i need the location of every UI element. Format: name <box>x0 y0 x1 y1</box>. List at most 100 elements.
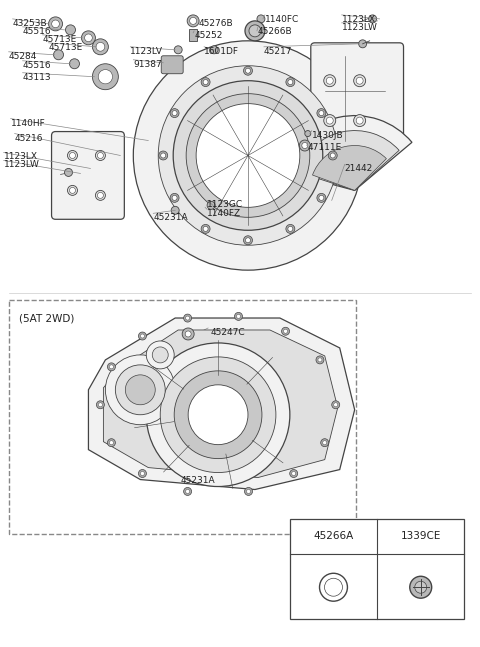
Text: 1123LX: 1123LX <box>4 153 38 162</box>
Circle shape <box>54 50 63 60</box>
Text: 1339CE: 1339CE <box>400 531 441 542</box>
Circle shape <box>196 104 300 207</box>
Circle shape <box>249 25 261 37</box>
Text: 45713E: 45713E <box>43 35 77 44</box>
Circle shape <box>170 109 179 118</box>
Circle shape <box>93 64 119 90</box>
Circle shape <box>184 487 192 496</box>
Text: 45516: 45516 <box>23 27 51 36</box>
Circle shape <box>244 487 252 496</box>
Circle shape <box>138 470 146 477</box>
Circle shape <box>203 226 208 232</box>
Circle shape <box>184 314 192 322</box>
Circle shape <box>109 441 113 444</box>
Circle shape <box>52 20 60 28</box>
Text: 1123LX: 1123LX <box>342 15 376 24</box>
Text: 1601DF: 1601DF <box>204 47 239 56</box>
Bar <box>290 520 464 619</box>
Polygon shape <box>88 318 355 490</box>
Text: 1123LW: 1123LW <box>342 23 378 32</box>
Circle shape <box>161 153 166 158</box>
Circle shape <box>286 225 295 234</box>
Circle shape <box>245 21 265 41</box>
Text: 45266B: 45266B <box>258 27 293 36</box>
Text: 21442: 21442 <box>345 164 373 173</box>
Circle shape <box>245 68 251 73</box>
Circle shape <box>97 153 103 159</box>
Circle shape <box>321 439 329 446</box>
Circle shape <box>247 489 251 494</box>
Circle shape <box>237 314 240 318</box>
Circle shape <box>68 186 77 195</box>
Circle shape <box>243 236 252 245</box>
Text: 43113: 43113 <box>23 72 51 82</box>
Text: 45231A: 45231A <box>180 476 215 485</box>
Circle shape <box>125 375 155 405</box>
Circle shape <box>70 59 80 69</box>
Circle shape <box>108 363 115 371</box>
Text: 45231A: 45231A <box>153 214 188 223</box>
Circle shape <box>319 111 324 116</box>
Circle shape <box>186 316 190 320</box>
Circle shape <box>317 193 326 203</box>
Text: 45247C: 45247C <box>210 328 245 337</box>
Circle shape <box>207 201 215 210</box>
Text: 45266A: 45266A <box>313 531 354 542</box>
Circle shape <box>332 400 340 409</box>
Circle shape <box>326 117 333 124</box>
Circle shape <box>203 80 208 85</box>
Circle shape <box>174 46 182 54</box>
Circle shape <box>354 115 366 127</box>
Circle shape <box>319 195 324 201</box>
Circle shape <box>98 70 112 84</box>
Circle shape <box>317 109 326 118</box>
Text: 1123GC: 1123GC <box>207 201 243 210</box>
Circle shape <box>359 40 367 48</box>
Circle shape <box>300 140 310 151</box>
Circle shape <box>65 25 75 35</box>
Circle shape <box>415 581 427 593</box>
Circle shape <box>170 193 179 203</box>
Text: 1140FZ: 1140FZ <box>207 210 241 218</box>
Circle shape <box>245 237 251 243</box>
FancyBboxPatch shape <box>311 43 404 151</box>
Circle shape <box>70 188 75 193</box>
Circle shape <box>369 15 377 23</box>
Circle shape <box>188 385 248 444</box>
Circle shape <box>354 74 366 87</box>
Text: 45713E: 45713E <box>48 43 83 52</box>
Wedge shape <box>298 131 399 190</box>
Circle shape <box>96 151 106 160</box>
Circle shape <box>152 347 168 363</box>
Circle shape <box>159 151 168 160</box>
Circle shape <box>141 334 144 338</box>
Circle shape <box>235 313 242 320</box>
Circle shape <box>160 357 276 472</box>
Circle shape <box>320 573 348 601</box>
Text: 1123LV: 1123LV <box>130 47 163 56</box>
Circle shape <box>316 356 324 364</box>
Circle shape <box>182 328 194 340</box>
Circle shape <box>186 94 310 217</box>
Circle shape <box>290 470 298 477</box>
Circle shape <box>282 327 289 335</box>
Circle shape <box>187 15 199 27</box>
Text: 47111E: 47111E <box>308 142 342 151</box>
Circle shape <box>186 489 190 494</box>
Circle shape <box>324 115 336 127</box>
Circle shape <box>146 341 174 369</box>
Circle shape <box>334 403 338 407</box>
Circle shape <box>115 365 165 415</box>
Text: 45252: 45252 <box>194 31 223 40</box>
Text: 45516: 45516 <box>23 61 51 70</box>
Circle shape <box>96 190 106 201</box>
Circle shape <box>96 43 105 51</box>
Text: 1140FC: 1140FC <box>265 15 299 24</box>
Wedge shape <box>282 116 412 190</box>
Text: 45276B: 45276B <box>198 19 233 28</box>
Circle shape <box>305 131 311 137</box>
Circle shape <box>158 66 338 245</box>
Circle shape <box>138 332 146 340</box>
Circle shape <box>323 441 327 444</box>
Circle shape <box>410 576 432 598</box>
